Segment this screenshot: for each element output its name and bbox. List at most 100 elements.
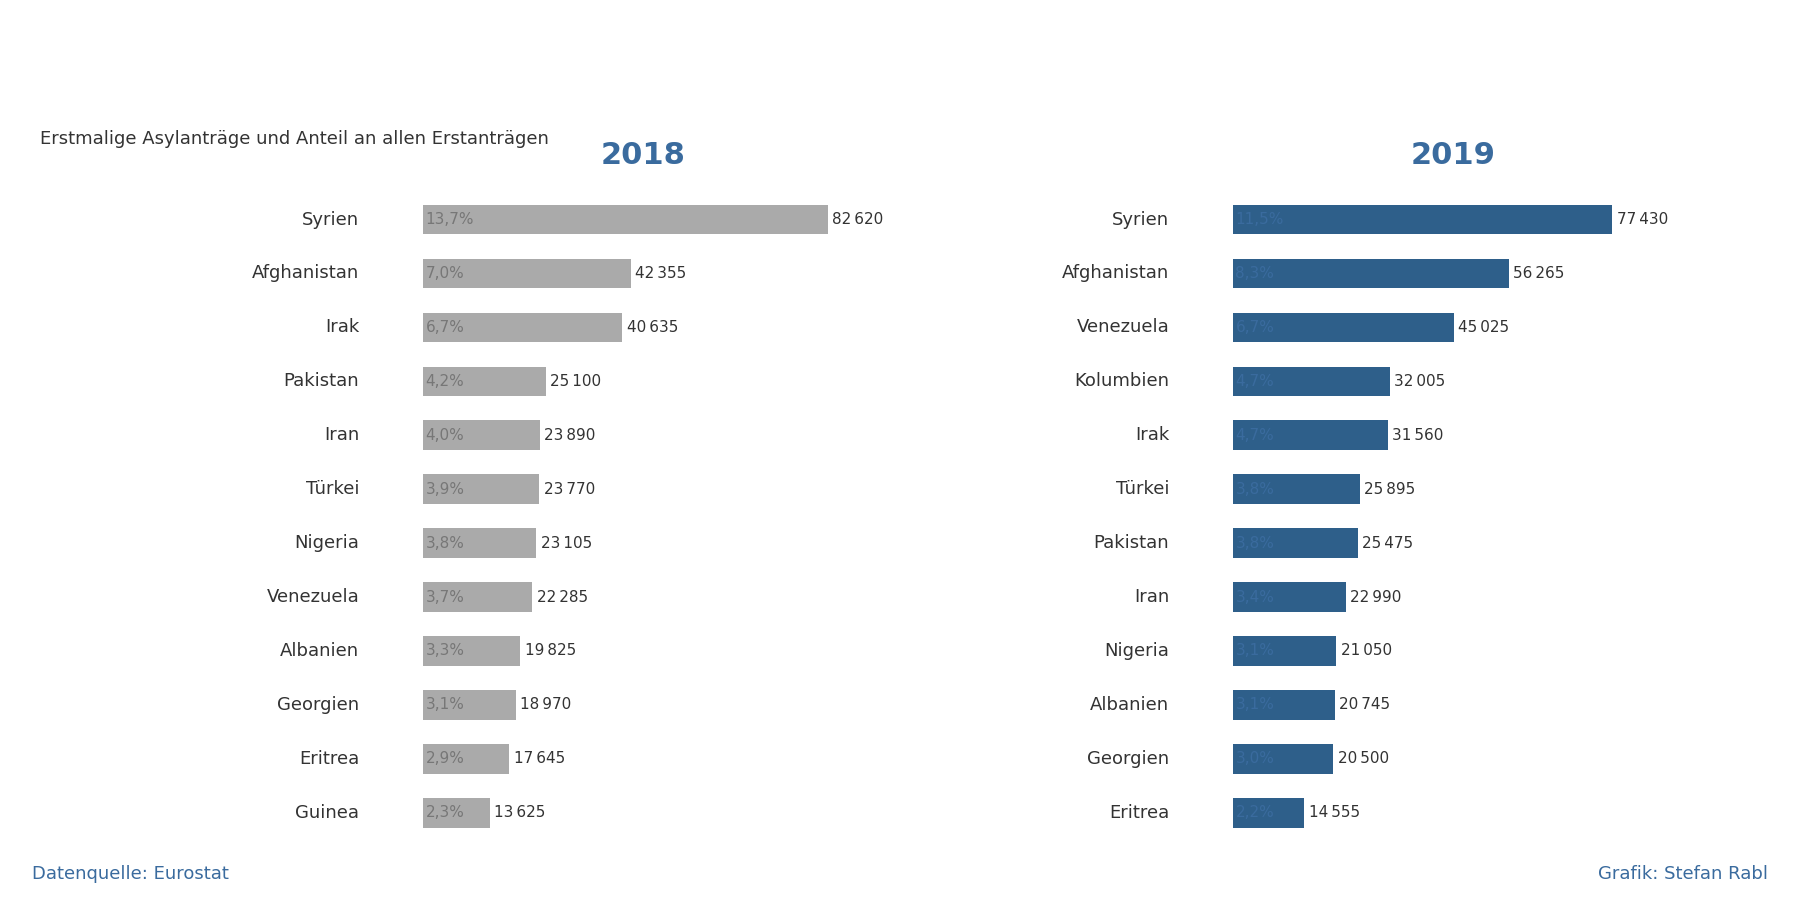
Text: Grafik: Stefan Rabl: Grafik: Stefan Rabl bbox=[1598, 866, 1768, 884]
Text: 13,7%: 13,7% bbox=[425, 212, 473, 227]
Text: 45 025: 45 025 bbox=[1458, 320, 1508, 335]
Bar bbox=[1233, 798, 1305, 828]
Text: 4,2%: 4,2% bbox=[425, 374, 464, 389]
Text: Irak: Irak bbox=[1136, 427, 1170, 445]
Bar bbox=[423, 474, 540, 504]
Bar bbox=[1233, 420, 1388, 450]
Bar bbox=[1233, 312, 1454, 342]
Text: Georgien: Georgien bbox=[277, 696, 360, 714]
Text: 23 890: 23 890 bbox=[544, 428, 596, 443]
Text: 82 620: 82 620 bbox=[832, 212, 884, 227]
Text: 6,7%: 6,7% bbox=[1235, 320, 1274, 335]
Text: Irak: Irak bbox=[326, 319, 360, 337]
Text: Venezuela: Venezuela bbox=[266, 588, 360, 606]
Text: Eritrea: Eritrea bbox=[1109, 804, 1170, 822]
Text: 2,9%: 2,9% bbox=[425, 752, 464, 766]
Bar bbox=[1233, 636, 1336, 666]
Bar bbox=[423, 312, 623, 342]
Bar bbox=[1233, 744, 1334, 774]
Text: 4,7%: 4,7% bbox=[1235, 428, 1274, 443]
Text: 11,5%: 11,5% bbox=[1235, 212, 1283, 227]
Text: 3,8%: 3,8% bbox=[425, 536, 464, 551]
Text: 6,7%: 6,7% bbox=[425, 320, 464, 335]
Bar bbox=[423, 204, 828, 234]
Text: 3,0%: 3,0% bbox=[1235, 752, 1274, 766]
Text: 40 635: 40 635 bbox=[626, 320, 679, 335]
Text: 56 265: 56 265 bbox=[1514, 266, 1564, 281]
Bar bbox=[1233, 366, 1390, 396]
Bar bbox=[1233, 474, 1359, 504]
Text: Pakistan: Pakistan bbox=[284, 373, 360, 391]
Bar bbox=[423, 582, 533, 612]
Text: 13 625: 13 625 bbox=[495, 806, 545, 820]
Text: 77 430: 77 430 bbox=[1616, 212, 1669, 227]
Text: Syrien: Syrien bbox=[1112, 211, 1170, 229]
Bar bbox=[423, 690, 517, 720]
Text: 3,8%: 3,8% bbox=[1235, 482, 1274, 497]
Text: Vergleich Herkunftsstaaten von AsylwerberInnen 2018 / 2019 in der EU+: Vergleich Herkunftsstaaten von Asylwerbe… bbox=[40, 27, 1456, 61]
Text: 3,1%: 3,1% bbox=[1235, 698, 1274, 713]
Text: Guinea: Guinea bbox=[295, 804, 360, 822]
Bar bbox=[1233, 528, 1357, 558]
Text: Syrien: Syrien bbox=[302, 211, 360, 229]
Text: 3,8%: 3,8% bbox=[1235, 536, 1274, 551]
Text: 3,3%: 3,3% bbox=[425, 644, 464, 659]
Text: 2,3%: 2,3% bbox=[425, 806, 464, 820]
Text: Georgien: Georgien bbox=[1087, 750, 1170, 768]
Text: 42 355: 42 355 bbox=[635, 266, 686, 281]
Text: 32 005: 32 005 bbox=[1395, 374, 1445, 389]
Text: Türkei: Türkei bbox=[1116, 481, 1170, 499]
Bar bbox=[423, 636, 520, 666]
Text: Venezuela: Venezuela bbox=[1076, 319, 1170, 337]
Text: Eritrea: Eritrea bbox=[299, 750, 360, 768]
Bar bbox=[423, 420, 540, 450]
Text: Pakistan: Pakistan bbox=[1094, 534, 1170, 552]
Text: 2018: 2018 bbox=[601, 141, 686, 170]
Text: Afghanistan: Afghanistan bbox=[1062, 265, 1170, 283]
Text: 17 645: 17 645 bbox=[513, 752, 565, 766]
Text: 2019: 2019 bbox=[1411, 141, 1496, 170]
Text: Nigeria: Nigeria bbox=[1105, 642, 1170, 660]
Text: 3,1%: 3,1% bbox=[1235, 644, 1274, 659]
Text: 8,3%: 8,3% bbox=[1235, 266, 1274, 281]
Text: 25 475: 25 475 bbox=[1363, 536, 1413, 551]
Text: 31 560: 31 560 bbox=[1391, 428, 1444, 443]
Bar bbox=[1233, 258, 1508, 288]
Text: 25 895: 25 895 bbox=[1364, 482, 1415, 497]
Text: 22 990: 22 990 bbox=[1350, 590, 1402, 605]
Text: Iran: Iran bbox=[1134, 588, 1170, 606]
Bar bbox=[423, 744, 509, 774]
Bar bbox=[1233, 690, 1334, 720]
Text: 14 555: 14 555 bbox=[1309, 806, 1359, 820]
Text: Nigeria: Nigeria bbox=[295, 534, 360, 552]
Text: 4,0%: 4,0% bbox=[425, 428, 464, 443]
Text: Afghanistan: Afghanistan bbox=[252, 265, 360, 283]
Text: 23 770: 23 770 bbox=[544, 482, 596, 497]
Text: 3,7%: 3,7% bbox=[425, 590, 464, 605]
Bar bbox=[1233, 582, 1346, 612]
Text: 2,2%: 2,2% bbox=[1235, 806, 1274, 820]
Text: Albanien: Albanien bbox=[281, 642, 360, 660]
Text: Iran: Iran bbox=[324, 427, 360, 445]
Text: 19 825: 19 825 bbox=[524, 644, 576, 659]
Bar bbox=[1233, 204, 1613, 234]
Bar bbox=[423, 798, 490, 828]
Text: 3,4%: 3,4% bbox=[1235, 590, 1274, 605]
Text: Albanien: Albanien bbox=[1091, 696, 1170, 714]
Text: 21 050: 21 050 bbox=[1341, 644, 1391, 659]
Bar bbox=[423, 366, 545, 396]
Text: 22 285: 22 285 bbox=[536, 590, 589, 605]
Text: 3,9%: 3,9% bbox=[425, 482, 464, 497]
Text: Türkei: Türkei bbox=[306, 481, 360, 499]
Text: 20 745: 20 745 bbox=[1339, 698, 1390, 713]
Bar bbox=[423, 258, 630, 288]
Text: 20 500: 20 500 bbox=[1337, 752, 1390, 766]
Text: 7,0%: 7,0% bbox=[425, 266, 464, 281]
Text: 23 105: 23 105 bbox=[540, 536, 592, 551]
Text: 3,1%: 3,1% bbox=[425, 698, 464, 713]
Text: Kolumbien: Kolumbien bbox=[1075, 373, 1170, 391]
Text: 25 100: 25 100 bbox=[551, 374, 601, 389]
Text: Datenquelle: Eurostat: Datenquelle: Eurostat bbox=[32, 866, 229, 884]
Text: Erstmalige Asylanträge und Anteil an allen Erstanträgen: Erstmalige Asylanträge und Anteil an all… bbox=[40, 130, 549, 148]
Text: 4,7%: 4,7% bbox=[1235, 374, 1274, 389]
